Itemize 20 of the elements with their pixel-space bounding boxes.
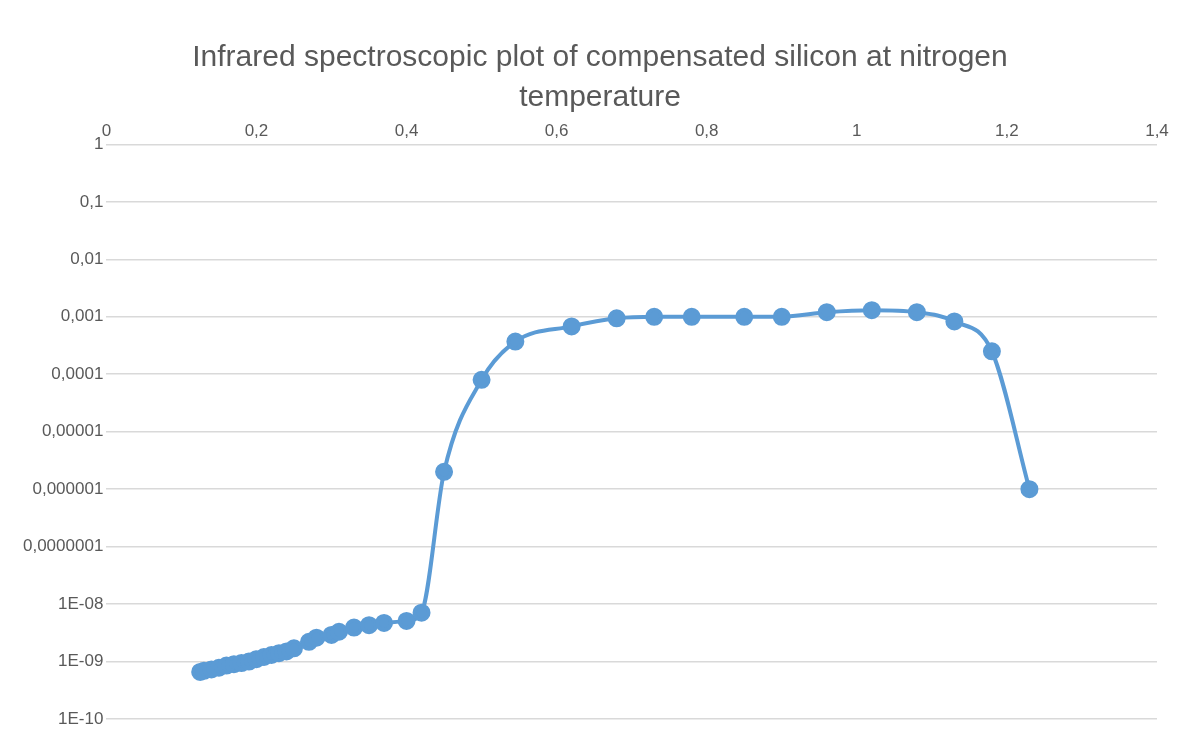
x-tick-label: 0,6 xyxy=(544,120,569,140)
y-tick-label: 0,001 xyxy=(60,306,104,326)
x-tick-label: 1,2 xyxy=(995,120,1019,140)
x-tick-label: 0,2 xyxy=(244,120,269,140)
x-tick-label: 0,8 xyxy=(694,120,719,140)
y-tick-label: 1 xyxy=(93,134,104,154)
x-tick-label: 0,4 xyxy=(394,120,419,140)
y-tick-label: 1E-10 xyxy=(57,708,104,728)
y-tick-label: 1E-08 xyxy=(57,593,104,613)
y-tick-label: 0,00001 xyxy=(41,421,104,441)
y-tick-label: 0,0000001 xyxy=(22,536,104,556)
y-tick-label: 1E-09 xyxy=(57,651,104,671)
y-tick-label: 0,1 xyxy=(79,191,104,211)
y-tick-label: 0,0001 xyxy=(51,363,104,383)
y-tick-label: 0,01 xyxy=(70,249,104,269)
chart-title: Infrared spectroscopic plot of compensated silicon at nitrogen temperature xyxy=(191,38,1009,114)
y-tick-label: 0,000001 xyxy=(32,478,104,498)
x-tick-label: 1,4 xyxy=(1145,120,1169,140)
x-tick-label: 1 xyxy=(852,120,862,140)
x-tick-label: 0 xyxy=(101,120,112,140)
